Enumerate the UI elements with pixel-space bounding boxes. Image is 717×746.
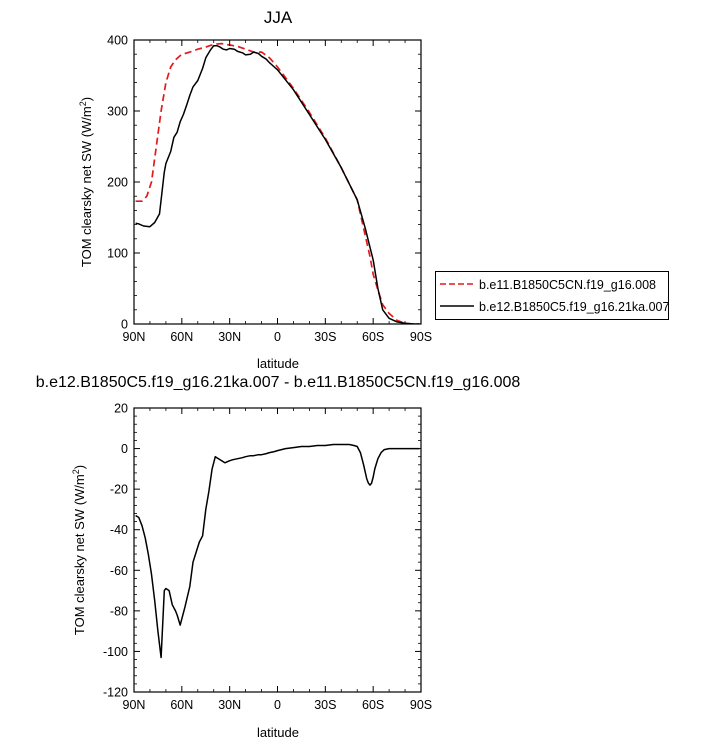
y-tick-label: 400: [107, 34, 128, 48]
legend-item-series-1: b.e11.B1850C5CN.f19_g16.008: [436, 276, 668, 296]
bottom-y-axis-label: TOM clearsky net SW (W/m2): [71, 465, 87, 635]
y-tick-label: 200: [107, 176, 128, 190]
legend-item-series-2: b.e12.B1850C5.f19_g16.21ka.007: [436, 298, 670, 318]
top-chart-title: JJA: [264, 8, 293, 27]
x-tick-label: 30N: [218, 330, 241, 344]
y-tick-label: -20: [110, 483, 128, 497]
legend-label: b.e11.B1850C5CN.f19_g16.008: [479, 278, 656, 292]
x-tick-label: 90N: [123, 698, 146, 712]
top-plot-area: 0 100 200 300 400 90N 60N 30N 0 30S 60S 90S: [107, 34, 432, 345]
top-y-axis-label: TOM clearsky net SW (W/m2): [78, 97, 94, 267]
legend-swatch-dashed-red: [440, 283, 474, 285]
y-tick-label: 20: [114, 402, 128, 416]
series-line-1: [135, 443, 420, 659]
x-tick-label: 60S: [362, 330, 384, 344]
x-tick-label: 30N: [218, 698, 241, 712]
y-tick-label: -60: [110, 564, 128, 578]
x-tick-label: 60S: [362, 698, 384, 712]
bottom-chart-title: b.e12.B1850C5.f19_g16.21ka.007 - b.e11.B…: [36, 374, 521, 391]
x-tick-label: 90S: [410, 698, 432, 712]
x-tick-label: 90N: [123, 330, 146, 344]
series-line-2: [135, 44, 420, 324]
plot-frame: [133, 39, 422, 325]
x-tick-label: 60N: [170, 698, 193, 712]
legend-label: b.e12.B1850C5.f19_g16.21ka.007: [479, 300, 670, 314]
top-panel: JJA 0 100 200 300 400 90N 60N 30N 0 30S 60S 90S lat…: [78, 8, 432, 371]
y-tick-label: 100: [107, 247, 128, 261]
x-tick-label: 0: [274, 330, 281, 344]
y-tick-label: 0: [121, 442, 128, 456]
bottom-panel: b.e12.B1850C5.f19_g16.21ka.007 - b.e11.B…: [36, 374, 521, 740]
x-tick-label: 30S: [314, 330, 336, 344]
x-tick-label: 90S: [410, 330, 432, 344]
y-tick-label: 0: [121, 318, 128, 332]
x-tick-label: 30S: [314, 698, 336, 712]
y-tick-label: -40: [110, 523, 128, 537]
legend: b.e11.B1850C5CN.f19_g16.008 b.e12.B1850C…: [435, 271, 669, 320]
bottom-plot-area: -120 -100 -80 -60 -40 -20 0 20 90N 60N 30N 0 30S 60S 9…: [103, 402, 432, 713]
y-tick-label: -100: [103, 645, 128, 659]
x-tick-label: 60N: [170, 330, 193, 344]
top-x-axis-label: latitude: [257, 356, 299, 371]
bottom-x-axis-label: latitude: [257, 725, 299, 740]
y-tick-label: -80: [110, 604, 128, 618]
y-tick-label: -120: [103, 686, 128, 700]
legend-swatch-solid-black: [440, 305, 474, 307]
y-tick-label: 300: [107, 105, 128, 119]
x-tick-label: 0: [274, 698, 281, 712]
